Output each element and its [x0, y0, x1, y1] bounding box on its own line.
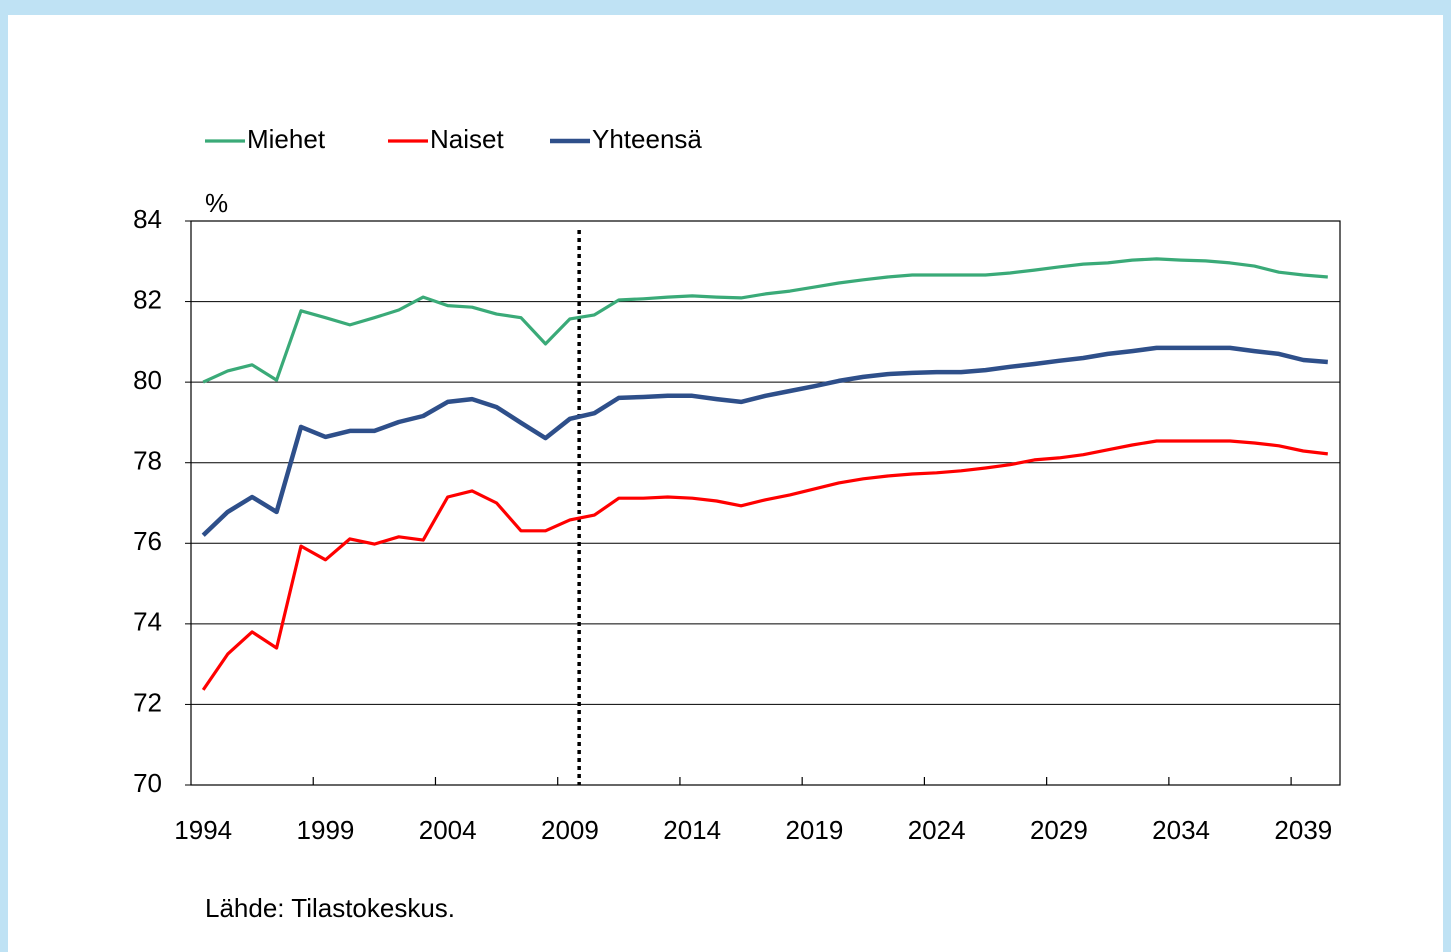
y-tick-label: 76 [133, 526, 162, 556]
y-tick-label: 72 [133, 687, 162, 717]
x-tick-label: 2024 [908, 815, 966, 845]
x-tick-label: 2039 [1274, 815, 1332, 845]
plot-border [190, 220, 1341, 786]
series-line [201, 439, 1328, 691]
series-line [201, 345, 1328, 537]
y-axis-label: % [205, 188, 228, 218]
x-tick-label: 2019 [785, 815, 843, 845]
y-tick-label: 74 [133, 607, 162, 637]
x-tick-label: 2029 [1030, 815, 1088, 845]
panel [8, 15, 1443, 952]
x-tick-label: 2004 [419, 815, 477, 845]
y-tick-label: 84 [133, 204, 162, 234]
series-line [202, 257, 1328, 384]
x-tick-label: 2014 [663, 815, 721, 845]
y-tick-label: 82 [133, 284, 162, 314]
x-tick-label: 2034 [1152, 815, 1210, 845]
legend-label: Miehet [247, 124, 326, 154]
legend-label: Yhteensä [592, 124, 702, 154]
x-tick-label: 2009 [541, 815, 599, 845]
x-tick-label: 1999 [297, 815, 355, 845]
y-tick-label: 78 [133, 446, 162, 476]
x-tick-label: 1994 [174, 815, 232, 845]
y-tick-label: 80 [133, 365, 162, 395]
source: Lähde: Tilastokeskus. [205, 893, 455, 923]
legend-label: Naiset [430, 124, 504, 154]
y-tick-label: 70 [133, 768, 162, 798]
